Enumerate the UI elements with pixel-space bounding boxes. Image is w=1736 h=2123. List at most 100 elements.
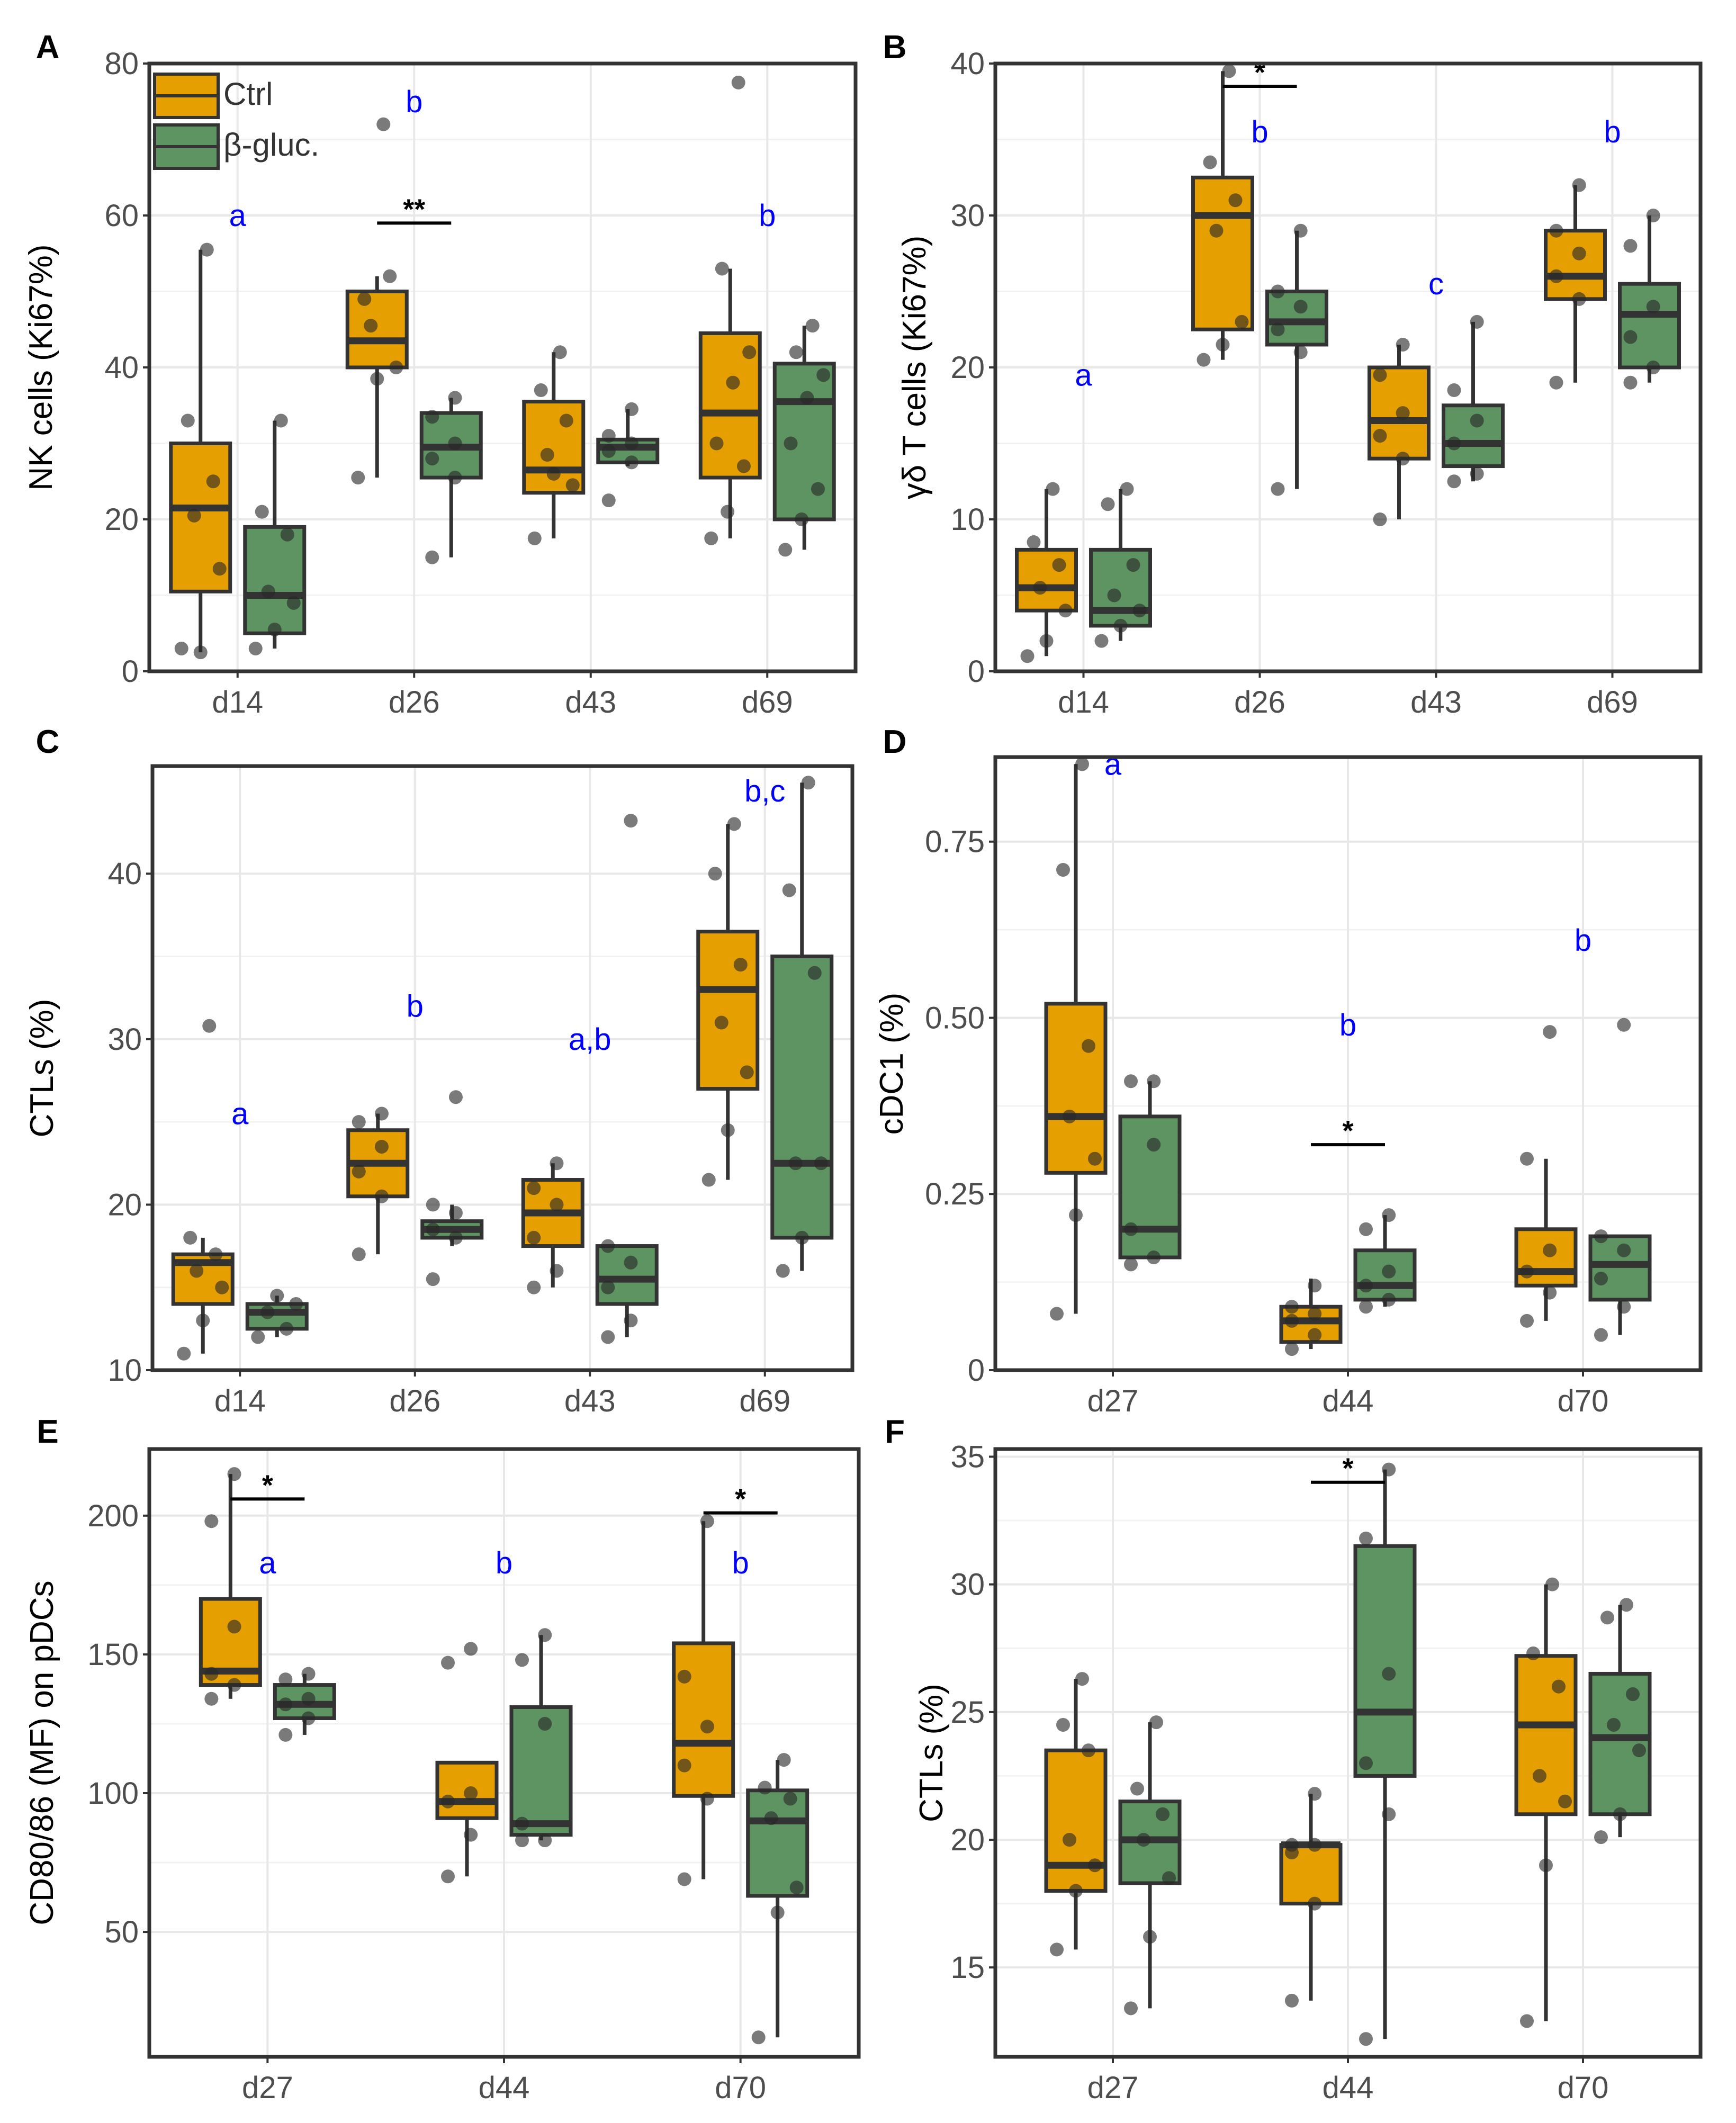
data-point-ctrl [540,448,554,462]
y-axis-title: CTLs (%) [913,1684,950,1822]
data-point-bgluc [1149,1715,1163,1730]
y-tick-label: 20 [950,1823,985,1857]
data-point-bgluc [1470,413,1484,428]
data-point-ctrl [1552,1679,1566,1694]
data-point-ctrl [209,1247,223,1262]
data-point-bgluc [788,1156,803,1171]
y-axis-title: NK cells (Ki67%) [23,244,59,490]
data-point-bgluc [778,543,793,557]
data-point-ctrl [1373,512,1387,526]
data-point-ctrl [1308,1279,1322,1293]
data-point-bgluc [1137,1833,1150,1847]
y-axis-title: cDC1 (%) [874,993,910,1135]
data-point-bgluc [1124,1257,1138,1272]
data-point-bgluc [425,550,439,564]
significance-letter: b [1339,1008,1356,1042]
box-bgluc-d70 [1588,1234,1652,1302]
data-point-bgluc [1359,1222,1373,1236]
y-tick-label: 100 [87,1776,139,1811]
y-tick-label: 40 [950,47,985,81]
y-tick-label: 30 [950,199,985,233]
data-point-bgluc [1113,618,1128,633]
data-point-bgluc [278,1697,293,1712]
data-point-ctrl [383,269,397,283]
data-point-bgluc [789,1881,804,1895]
data-point-ctrl [1050,1942,1064,1957]
data-point-ctrl [1533,1769,1546,1783]
data-point-ctrl [1082,1743,1095,1758]
data-point-ctrl [1197,353,1211,367]
y-tick-label: 0.75 [925,825,985,859]
data-point-bgluc [782,883,796,897]
data-point-bgluc [270,1289,284,1303]
data-point-bgluc [1382,1462,1396,1477]
y-tick-label: 20 [107,1188,142,1222]
data-point-ctrl [389,361,403,374]
y-tick-label: 0 [968,1353,985,1388]
box-bgluc-d14 [243,525,307,635]
y-tick-label: 0 [968,654,985,689]
data-point-bgluc [1382,1208,1396,1222]
data-point-ctrl [1308,1328,1322,1342]
data-point-ctrl [193,645,208,660]
significance-letter: a [1075,358,1092,392]
x-tick-label: d26 [389,685,440,719]
significance-letter: a [231,1096,249,1131]
data-point-bgluc [278,1728,293,1742]
data-point-bgluc [448,1206,463,1220]
data-point-ctrl [174,641,188,655]
data-point-ctrl [1063,1833,1076,1847]
data-point-ctrl [677,1758,691,1773]
data-point-ctrl [740,1065,754,1080]
box-bgluc-d26 [1265,290,1328,347]
box-ctrl-d70 [1514,1227,1578,1288]
data-point-bgluc [538,1833,552,1848]
data-point-ctrl [374,1107,389,1121]
data-point-bgluc [1447,436,1461,451]
y-tick-label: 15 [950,1950,985,1985]
plot-border [993,755,1703,1372]
x-tick-label: d44 [479,2071,530,2105]
data-point-bgluc [538,1716,552,1731]
data-point-bgluc [1623,239,1638,253]
y-tick-label: 0.25 [925,1177,985,1211]
y-tick-label: 0 [122,654,139,689]
data-point-bgluc [1594,1328,1608,1342]
data-point-ctrl [550,1156,564,1171]
data-point-ctrl [550,1264,564,1278]
data-point-bgluc [278,1672,293,1687]
y-tick-label: 80 [104,47,139,81]
significance-letter: a,b [569,1022,611,1057]
data-point-bgluc [795,512,809,526]
data-point-ctrl [1572,292,1586,306]
data-point-ctrl [1285,1838,1299,1852]
data-point-ctrl [1285,1342,1299,1356]
x-tick-label: d43 [1410,685,1462,719]
data-point-ctrl [1396,337,1410,352]
data-point-ctrl [1222,64,1236,78]
plot-border [993,61,1703,673]
data-point-ctrl [1558,1794,1572,1809]
data-point-bgluc [448,391,462,405]
data-point-bgluc [811,482,825,496]
data-point-bgluc [1293,223,1308,238]
x-tick-label: d26 [1234,685,1285,719]
y-tick-label: 40 [107,857,142,891]
data-point-ctrl [441,1869,455,1884]
data-point-bgluc [1447,474,1461,489]
data-point-ctrl [352,1164,366,1179]
data-point-ctrl [1039,634,1054,648]
data-point-bgluc [1600,1611,1614,1625]
significance-letter: b,c [744,774,785,808]
data-point-bgluc [1646,300,1660,314]
significance-letter: b [496,1546,512,1580]
data-point-ctrl [1308,1838,1322,1852]
significance-star: * [735,1483,746,1515]
data-point-bgluc [1623,330,1638,344]
y-tick-label: 30 [107,1022,142,1057]
data-point-bgluc [448,1090,463,1104]
data-point-ctrl [1056,862,1070,877]
data-point-bgluc [1147,1074,1161,1089]
box-bgluc-d70 [746,1788,809,1898]
data-point-ctrl [1050,1307,1064,1321]
